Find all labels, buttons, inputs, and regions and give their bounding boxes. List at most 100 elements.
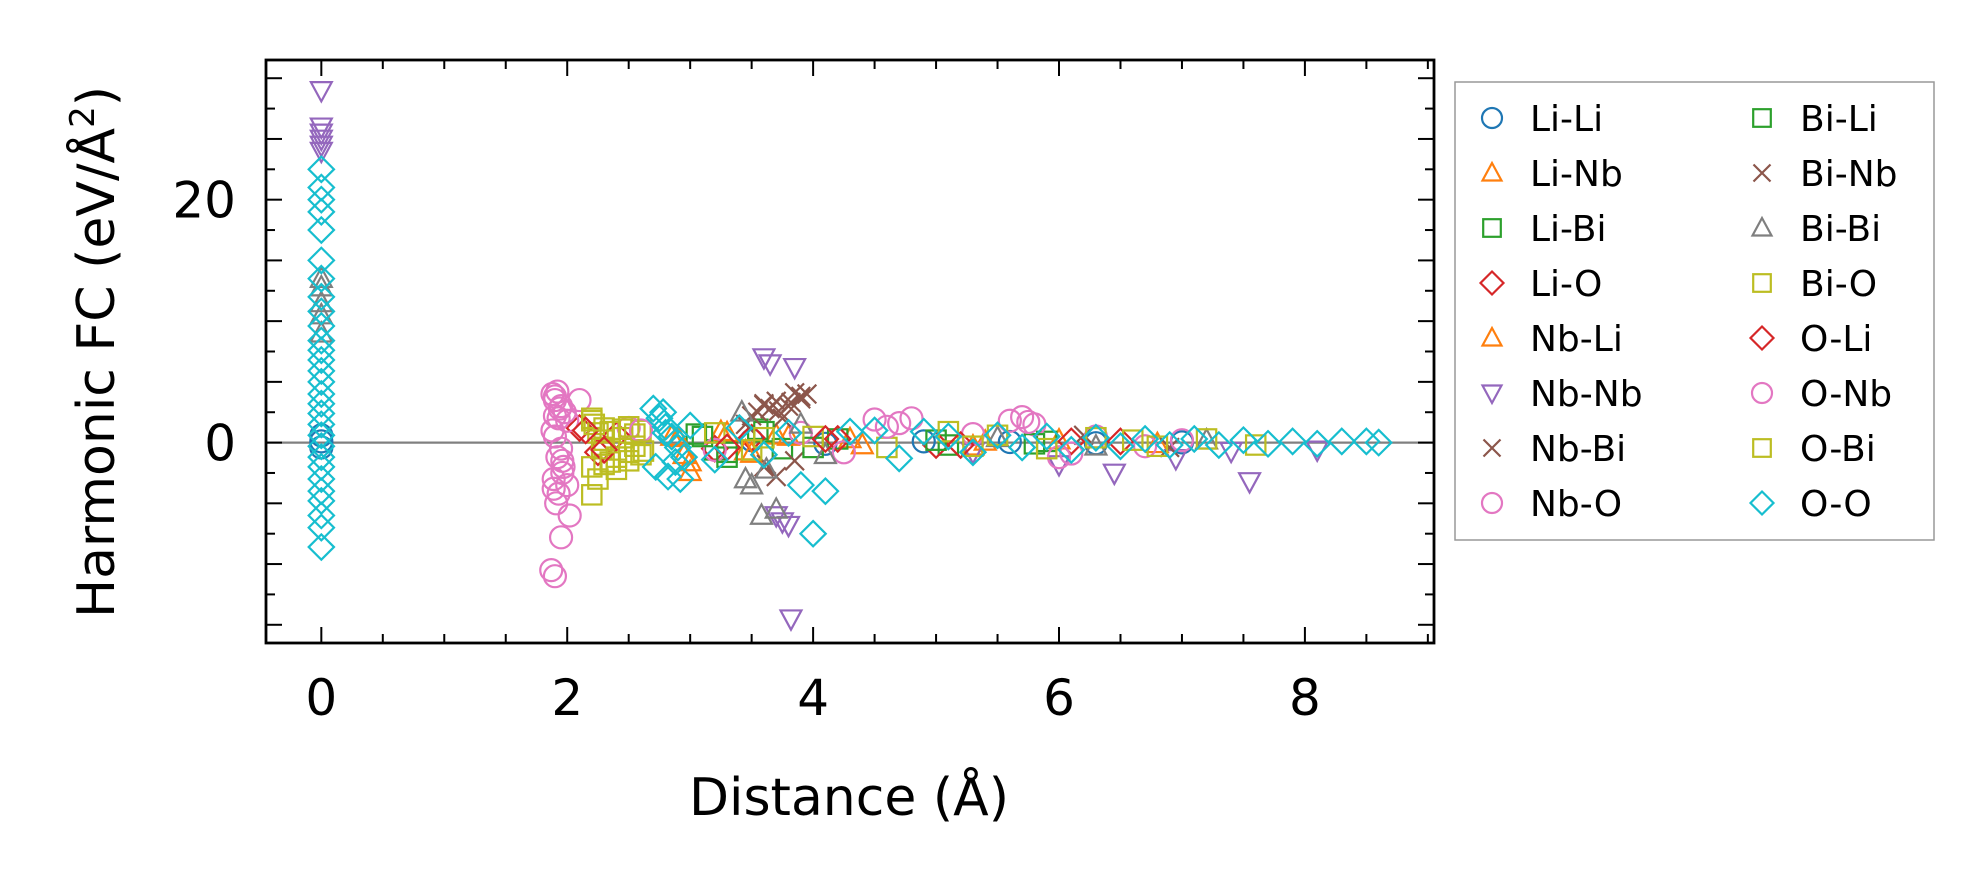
data-point: [790, 386, 811, 407]
data-point: [937, 434, 960, 456]
data-point: [548, 525, 574, 550]
data-point: [307, 379, 336, 409]
data-point: [639, 394, 668, 423]
legend-entry-o-o: O-O: [1748, 484, 1872, 525]
data-point: [307, 311, 336, 341]
data-point: [909, 417, 938, 446]
legend-entry-bi-nb: Bi-Nb: [1752, 154, 1897, 195]
data-point: [1352, 427, 1381, 456]
data-point: [876, 436, 898, 459]
data-point: [307, 197, 336, 227]
x-tick-label: 6: [1043, 669, 1075, 727]
data-point: [589, 435, 619, 465]
data-point: [835, 417, 865, 446]
data-point: [1016, 409, 1041, 435]
legend-entry-nb-o: Nb-O: [1480, 484, 1622, 525]
data-point: [545, 379, 570, 404]
data-point: [798, 519, 828, 548]
legend-marker: [1482, 438, 1502, 458]
x-tick-label: 2: [551, 669, 583, 727]
data-point: [661, 447, 690, 477]
data-point: [757, 354, 783, 377]
data-point: [1146, 435, 1169, 458]
legend-marker: [1480, 491, 1504, 515]
legend-label: Bi-Nb: [1800, 154, 1897, 195]
legend-entry-o-nb: O-Nb: [1750, 374, 1892, 415]
data-point: [1253, 429, 1283, 459]
data-point: [1218, 441, 1244, 465]
data-point: [307, 345, 336, 375]
data-point: [677, 448, 703, 472]
data-point: [874, 414, 899, 439]
data-point: [983, 421, 1012, 450]
data-point: [307, 399, 336, 428]
data-point: [753, 426, 775, 449]
data-point: [1244, 434, 1267, 456]
legend-marker: [1478, 269, 1506, 297]
data-point: [1364, 428, 1393, 457]
data-point: [786, 470, 816, 500]
data-point: [702, 437, 727, 462]
data-point: [307, 410, 336, 439]
legend-entry-li-bi: Li-Bi: [1482, 209, 1606, 250]
legend-marker: [1752, 163, 1772, 183]
data-point: [307, 464, 336, 494]
data-point: [962, 435, 984, 458]
legend-label: Li-O: [1530, 264, 1602, 305]
data-point: [581, 409, 603, 432]
data-point: [776, 515, 801, 539]
plot-frame: [264, 58, 1436, 645]
x-axis-label: Distance (Å): [689, 766, 1009, 828]
data-point: [778, 609, 804, 633]
legend-entry-nb-li: Nb-Li: [1480, 319, 1623, 360]
data-point: [309, 135, 334, 159]
data-point: [862, 407, 887, 432]
data-point: [567, 387, 592, 413]
data-point: [307, 246, 336, 275]
legend-label: Nb-O: [1530, 484, 1622, 525]
legend-label: Bi-Li: [1800, 99, 1878, 140]
legend-entry-bi-o: Bi-O: [1752, 264, 1877, 305]
series-bi-bi: [309, 265, 1219, 525]
data-point: [605, 458, 628, 481]
series-o-li: [571, 416, 1135, 465]
data-point: [1023, 433, 1046, 455]
x-tick-label: 8: [1289, 669, 1321, 727]
series-o-nb: [541, 384, 1084, 501]
legend-marker: [1750, 215, 1774, 237]
data-point: [763, 422, 789, 445]
y-axis-label-superscript: 2: [63, 106, 103, 128]
data-point: [309, 123, 334, 147]
data-point: [739, 440, 764, 463]
data-point: [599, 451, 622, 473]
data-point: [1035, 437, 1058, 460]
data-point: [307, 442, 336, 472]
x-tick-label: 4: [797, 669, 829, 727]
data-point: [1059, 441, 1084, 466]
data-point: [716, 441, 738, 464]
data-point: [780, 392, 802, 413]
data-point: [666, 464, 695, 494]
data-point: [1046, 445, 1072, 470]
legend-label: Nb-Bi: [1530, 429, 1626, 470]
series-nb-nb: [309, 81, 1330, 633]
data-point: [1081, 423, 1111, 452]
data-point: [544, 491, 569, 516]
data-point: [309, 81, 334, 104]
data-point: [555, 473, 580, 498]
data-point: [1057, 435, 1086, 465]
legend-label: O-Li: [1800, 319, 1872, 360]
series-bi-o: [581, 407, 1267, 506]
axes: 0 2 4 6 8 0 20: [172, 58, 1436, 727]
data-point: [1121, 429, 1144, 451]
legend-marker: [1480, 325, 1504, 347]
data-point: [811, 424, 840, 454]
data-point: [307, 432, 336, 461]
data-point: [307, 155, 336, 184]
data-point: [309, 429, 334, 454]
data-point: [811, 476, 840, 506]
series-o-o: [307, 155, 1393, 562]
data-point: [831, 440, 856, 465]
legend-entry-li-li: Li-Li: [1480, 99, 1603, 140]
